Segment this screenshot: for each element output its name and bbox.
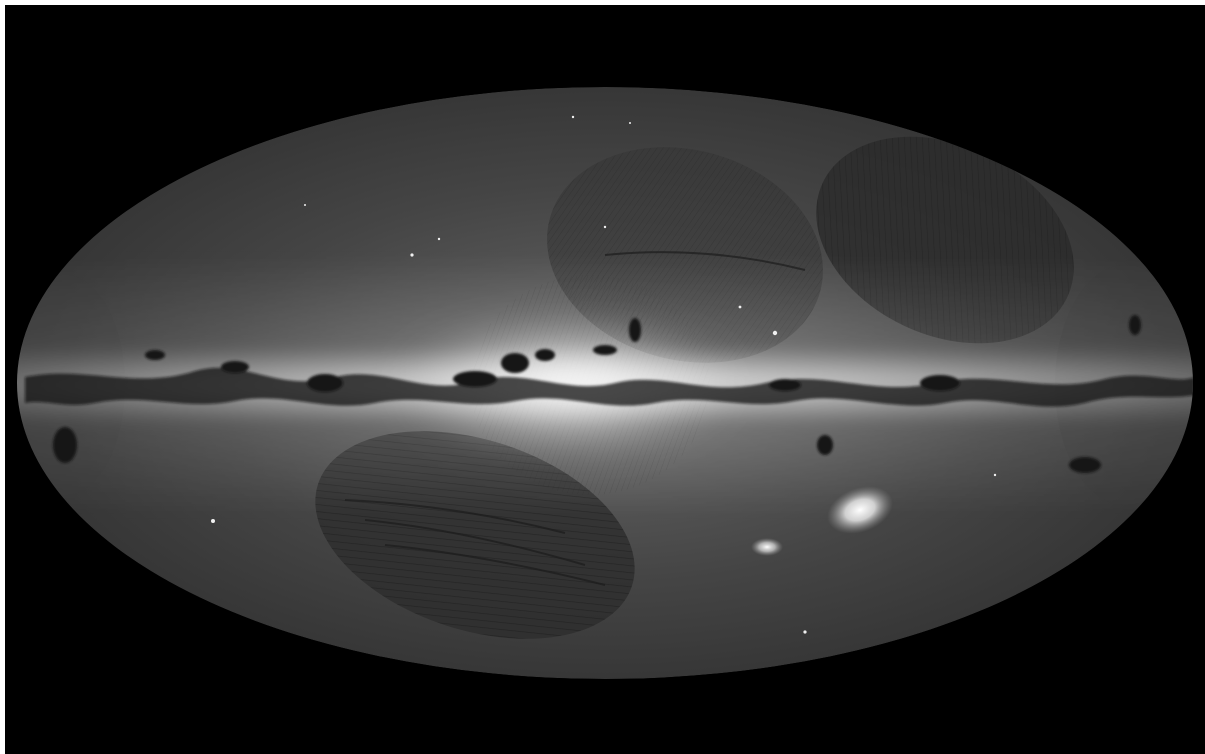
small-magellanic-cloud — [751, 538, 783, 556]
dust-lanes — [25, 315, 1193, 473]
scan-arcs — [344, 251, 806, 586]
large-magellanic-cloud — [827, 486, 893, 534]
bright-points — [211, 115, 997, 634]
sky-ellipse — [17, 87, 1193, 679]
sky-map-canvas — [17, 87, 1193, 679]
image-frame — [5, 5, 1205, 754]
